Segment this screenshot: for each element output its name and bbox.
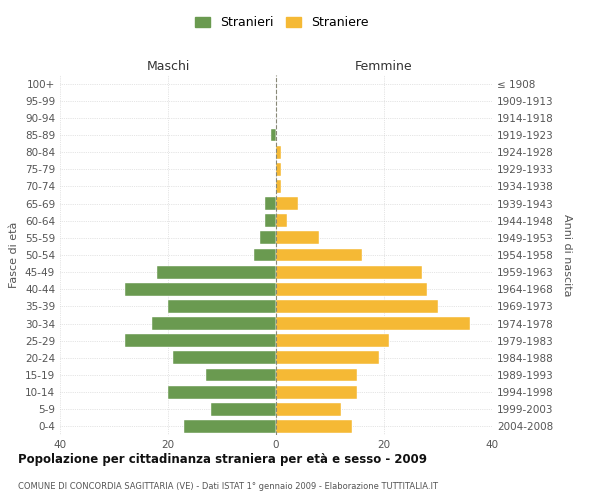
Bar	[276, 368, 357, 382]
Bar	[260, 232, 276, 244]
Bar	[168, 300, 276, 313]
Text: Femmine: Femmine	[355, 60, 413, 72]
Bar	[276, 334, 389, 347]
Text: COMUNE DI CONCORDIA SAGITTARIA (VE) - Dati ISTAT 1° gennaio 2009 - Elaborazione : COMUNE DI CONCORDIA SAGITTARIA (VE) - Da…	[18, 482, 438, 491]
Bar	[276, 248, 362, 262]
Bar	[276, 300, 438, 313]
Bar	[276, 266, 422, 278]
Bar	[276, 180, 281, 193]
Bar	[265, 197, 276, 210]
Bar	[184, 420, 276, 433]
Bar	[125, 334, 276, 347]
Bar	[168, 386, 276, 398]
Y-axis label: Fasce di età: Fasce di età	[10, 222, 19, 288]
Text: Maschi: Maschi	[146, 60, 190, 72]
Bar	[276, 403, 341, 415]
Bar	[276, 352, 379, 364]
Bar	[276, 386, 357, 398]
Bar	[276, 283, 427, 296]
Bar	[211, 403, 276, 415]
Bar	[152, 317, 276, 330]
Bar	[206, 368, 276, 382]
Bar	[173, 352, 276, 364]
Legend: Stranieri, Straniere: Stranieri, Straniere	[190, 11, 374, 34]
Bar	[276, 214, 287, 227]
Bar	[276, 317, 470, 330]
Bar	[271, 128, 276, 141]
Bar	[276, 163, 281, 175]
Bar	[254, 248, 276, 262]
Bar	[276, 420, 352, 433]
Y-axis label: Anni di nascita: Anni di nascita	[562, 214, 572, 296]
Bar	[265, 214, 276, 227]
Text: Popolazione per cittadinanza straniera per età e sesso - 2009: Popolazione per cittadinanza straniera p…	[18, 452, 427, 466]
Bar	[276, 232, 319, 244]
Bar	[125, 283, 276, 296]
Bar	[157, 266, 276, 278]
Bar	[276, 197, 298, 210]
Bar	[276, 146, 281, 158]
